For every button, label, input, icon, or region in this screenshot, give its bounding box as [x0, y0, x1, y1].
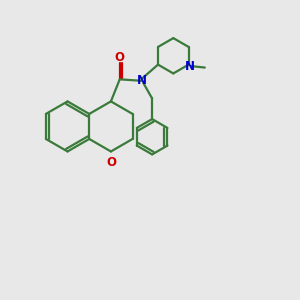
Text: N: N [185, 60, 195, 73]
Text: N: N [137, 74, 147, 87]
Text: O: O [115, 51, 125, 64]
Text: O: O [106, 156, 116, 169]
